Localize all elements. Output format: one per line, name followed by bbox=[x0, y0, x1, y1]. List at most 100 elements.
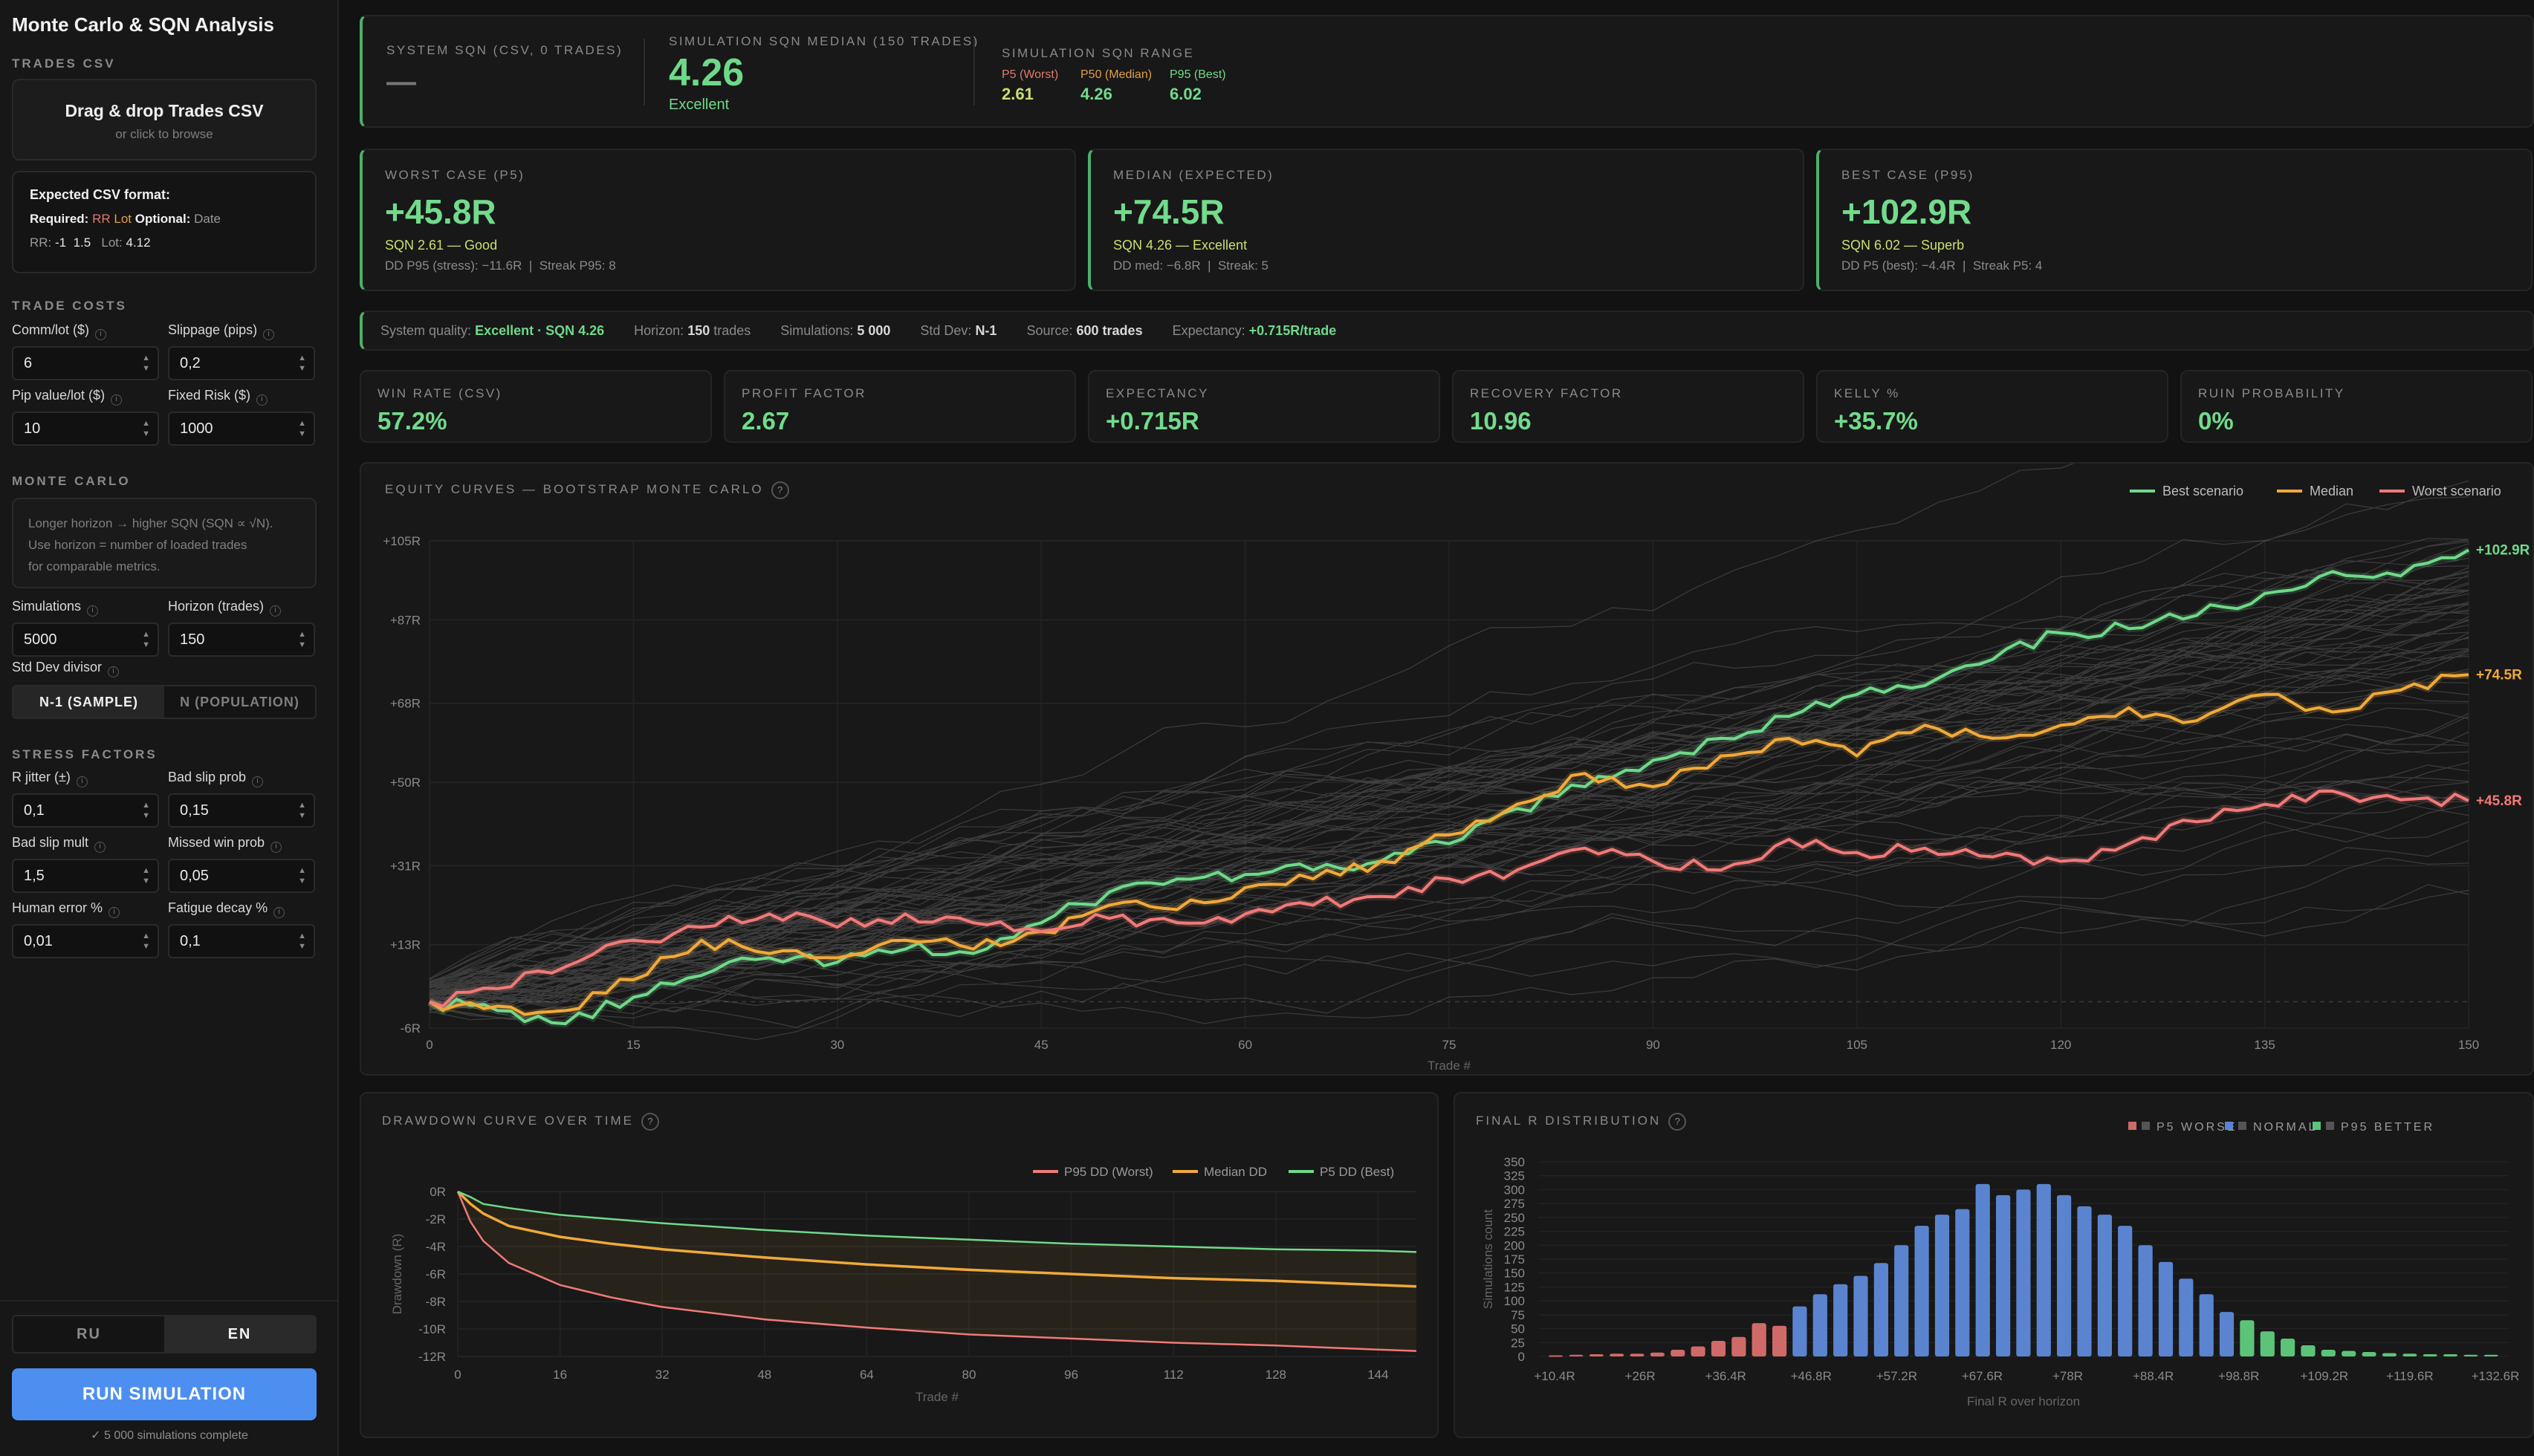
info-icon[interactable]: i bbox=[108, 666, 120, 677]
stress-field-2-input[interactable]: 1,5 ▲ ▼ bbox=[12, 859, 159, 893]
stepper-icon[interactable]: ▲ ▼ bbox=[142, 629, 150, 650]
stepper-icon[interactable]: ▲ ▼ bbox=[298, 800, 306, 821]
chevron-up-icon[interactable]: ▲ bbox=[142, 630, 150, 639]
chevron-up-icon[interactable]: ▲ bbox=[142, 866, 150, 875]
help-icon[interactable]: ? bbox=[641, 1113, 659, 1131]
info-icon[interactable]: i bbox=[76, 776, 88, 787]
chevron-down-icon[interactable]: ▼ bbox=[298, 811, 306, 820]
histogram-bar bbox=[1914, 1226, 1929, 1356]
cost-field-3-label-text: Fixed Risk ($) bbox=[168, 388, 251, 403]
horizon-label: Horizon: bbox=[634, 322, 684, 338]
chevron-down-icon[interactable]: ▼ bbox=[142, 942, 150, 951]
stress-field-5-input[interactable]: 0,1 ▲ ▼ bbox=[168, 924, 315, 958]
simulation-path bbox=[429, 716, 2469, 1007]
info-icon[interactable]: i bbox=[95, 329, 107, 340]
lang-en-option[interactable]: EN bbox=[164, 1316, 315, 1352]
distribution-chart-title: FINAL R DISTRIBUTION? bbox=[1476, 1113, 1687, 1131]
std-dev-sample-option[interactable]: N-1 (SAMPLE) bbox=[13, 686, 164, 718]
monte-carlo-label: MONTE CARLO bbox=[12, 474, 131, 488]
info-icon[interactable]: i bbox=[252, 776, 264, 787]
y-tick-label: 125 bbox=[1504, 1280, 1525, 1294]
chevron-up-icon[interactable]: ▲ bbox=[298, 801, 306, 810]
histogram-bar bbox=[1569, 1354, 1584, 1356]
cost-field-2-input[interactable]: 10 ▲ ▼ bbox=[12, 412, 159, 446]
chevron-up-icon[interactable]: ▲ bbox=[298, 354, 306, 363]
help-icon[interactable]: ? bbox=[1668, 1113, 1687, 1131]
stepper-icon[interactable]: ▲ ▼ bbox=[298, 629, 306, 650]
stepper-icon[interactable]: ▲ ▼ bbox=[298, 418, 306, 439]
stepper-icon[interactable]: ▲ ▼ bbox=[142, 865, 150, 886]
help-icon[interactable]: ? bbox=[771, 481, 789, 499]
simulation-path bbox=[429, 590, 2469, 987]
chevron-down-icon[interactable]: ▼ bbox=[298, 640, 306, 649]
stepper-icon[interactable]: ▲ ▼ bbox=[142, 353, 150, 374]
histogram-bar bbox=[2240, 1320, 2255, 1356]
stress-field-3-input[interactable]: 0,05 ▲ ▼ bbox=[168, 859, 315, 893]
stress-field-4-input[interactable]: 0,01 ▲ ▼ bbox=[12, 924, 159, 958]
summary-divider-2 bbox=[973, 39, 975, 105]
range-value-0: 2.61 bbox=[1002, 85, 1034, 103]
simulation-path bbox=[429, 496, 2469, 1001]
stepper-icon[interactable]: ▲ ▼ bbox=[142, 800, 150, 821]
chevron-up-icon[interactable]: ▲ bbox=[142, 801, 150, 810]
stress-field-0-input[interactable]: 0,1 ▲ ▼ bbox=[12, 793, 159, 828]
stepper-icon[interactable]: ▲ ▼ bbox=[142, 418, 150, 439]
lang-ru-option[interactable]: RU bbox=[13, 1316, 164, 1352]
stress-field-3-label: Missed win prob i bbox=[168, 835, 282, 853]
info-icon[interactable]: i bbox=[94, 842, 106, 853]
chevron-up-icon[interactable]: ▲ bbox=[298, 866, 306, 875]
cost-field-3-input[interactable]: 1000 ▲ ▼ bbox=[168, 412, 315, 446]
simulation-path bbox=[429, 571, 2469, 993]
stress-field-5-label: Fatigue decay % i bbox=[168, 900, 285, 918]
histogram-bar bbox=[2138, 1245, 2153, 1356]
chevron-down-icon[interactable]: ▼ bbox=[142, 877, 150, 885]
y-tick-label: -12R bbox=[418, 1350, 446, 1364]
histogram-bar bbox=[1610, 1353, 1624, 1356]
chevron-up-icon[interactable]: ▲ bbox=[142, 932, 150, 940]
stepper-icon[interactable]: ▲ ▼ bbox=[298, 865, 306, 886]
chevron-up-icon[interactable]: ▲ bbox=[298, 932, 306, 940]
chevron-down-icon[interactable]: ▼ bbox=[298, 429, 306, 438]
std-dev-population-option[interactable]: N (POPULATION) bbox=[164, 686, 315, 718]
chevron-down-icon[interactable]: ▼ bbox=[142, 429, 150, 438]
chevron-up-icon[interactable]: ▲ bbox=[142, 419, 150, 428]
x-tick-label: +26R bbox=[1625, 1369, 1656, 1383]
info-icon[interactable]: i bbox=[111, 394, 123, 406]
info-icon[interactable]: i bbox=[270, 605, 282, 617]
chevron-up-icon[interactable]: ▲ bbox=[298, 630, 306, 639]
info-icon[interactable]: i bbox=[263, 329, 275, 340]
info-icon[interactable]: i bbox=[270, 842, 282, 853]
chevron-down-icon[interactable]: ▼ bbox=[142, 364, 150, 373]
chevron-down-icon[interactable]: ▼ bbox=[142, 811, 150, 820]
chevron-up-icon[interactable]: ▲ bbox=[142, 354, 150, 363]
info-icon[interactable]: i bbox=[87, 605, 99, 617]
stepper-icon[interactable]: ▲ ▼ bbox=[142, 931, 150, 952]
cost-field-1-input[interactable]: 0,2 ▲ ▼ bbox=[168, 346, 315, 380]
info-icon[interactable]: i bbox=[108, 907, 120, 918]
histogram-bar bbox=[1853, 1275, 1868, 1356]
cost-field-0-input[interactable]: 6 ▲ ▼ bbox=[12, 346, 159, 380]
info-icon[interactable]: i bbox=[256, 394, 268, 406]
dropzone-title: Drag & drop Trades CSV bbox=[65, 101, 264, 120]
simulation-path bbox=[429, 648, 2469, 981]
chevron-down-icon[interactable]: ▼ bbox=[298, 877, 306, 885]
chevron-down-icon[interactable]: ▼ bbox=[298, 942, 306, 951]
scenario-sqn: SQN 2.61 — Good bbox=[385, 238, 498, 253]
simulation-path bbox=[429, 649, 2469, 1028]
info-icon[interactable]: i bbox=[273, 907, 285, 918]
chevron-down-icon[interactable]: ▼ bbox=[298, 364, 306, 373]
stepper-icon[interactable]: ▲ ▼ bbox=[298, 931, 306, 952]
y-tick-label: 50 bbox=[1511, 1322, 1525, 1336]
run-simulation-button[interactable]: RUN SIMULATION bbox=[12, 1368, 317, 1420]
end-label: +102.9R bbox=[2476, 542, 2530, 558]
stress-field-1-input[interactable]: 0,15 ▲ ▼ bbox=[168, 793, 315, 828]
chevron-up-icon[interactable]: ▲ bbox=[298, 419, 306, 428]
mc-field-1-input[interactable]: 150 ▲ ▼ bbox=[168, 623, 315, 657]
x-tick-label: +98.8R bbox=[2218, 1369, 2259, 1383]
chevron-down-icon[interactable]: ▼ bbox=[142, 640, 150, 649]
mc-field-0-input[interactable]: 5000 ▲ ▼ bbox=[12, 623, 159, 657]
scenario-value: +102.9R bbox=[1841, 192, 1972, 231]
stepper-icon[interactable]: ▲ ▼ bbox=[298, 353, 306, 374]
legend-swatch-outline bbox=[2142, 1122, 2150, 1130]
csv-dropzone[interactable]: Drag & drop Trades CSV or click to brows… bbox=[12, 79, 317, 160]
